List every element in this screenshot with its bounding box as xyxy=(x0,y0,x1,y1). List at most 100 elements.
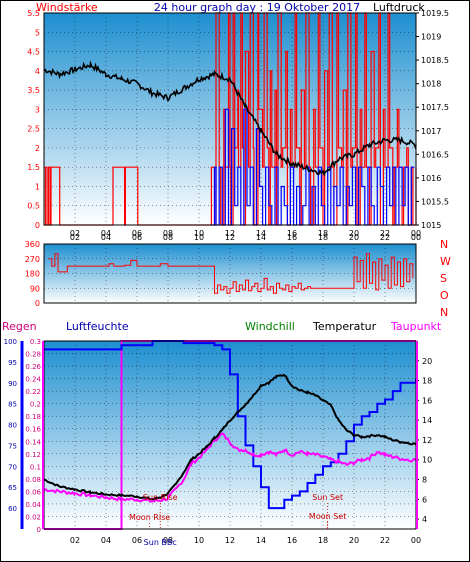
wind-tick-label: 3 xyxy=(35,105,40,114)
wind-tick-label: 1.5 xyxy=(27,163,40,172)
rain-tick-label: 0.02 xyxy=(25,513,41,521)
x-tick-label: 16 xyxy=(287,233,297,242)
x-tick-label: 12 xyxy=(225,536,235,545)
wind-tick-label: 0 xyxy=(35,221,40,230)
x-tick-label: 16 xyxy=(287,536,297,545)
rain-tick-label: 0.08 xyxy=(25,476,41,484)
x-tick-label: 16 xyxy=(287,229,297,238)
rain-tick-label: 0.16 xyxy=(25,426,41,434)
humidity-temperature-panel: 02 04 06 08 10 12 14 16 18 20 22 00 0 0.02 0.04 0.06 0.… xyxy=(4,338,433,547)
pressure-tick-label: 1019.5 xyxy=(421,9,449,18)
wind-tick-label: 5 xyxy=(35,28,40,37)
x-tick-label: 20 xyxy=(349,229,359,238)
wind-pressure-plot-border xyxy=(43,12,417,226)
rain-tick-label: 0.18 xyxy=(25,413,41,421)
temperature-tick-label: 18 xyxy=(422,377,432,386)
x-tick-label: 04 xyxy=(101,536,111,545)
x-tick-label: 08 xyxy=(163,536,173,545)
compass-letter: W xyxy=(440,255,451,268)
x-tick-label: 02 xyxy=(70,536,80,545)
x-tick-label: 10 xyxy=(194,233,204,242)
x-tick-label: 06 xyxy=(132,536,142,545)
x-tick-label: 20 xyxy=(349,536,359,545)
x-tick-label: 04 xyxy=(101,233,111,242)
x-tick-label: 22 xyxy=(380,229,390,238)
wind-tick-label: 0.5 xyxy=(27,202,40,211)
pressure-tick-label: 1015 xyxy=(421,221,441,230)
header-right-label: Luftdruck xyxy=(373,1,425,14)
rain-tick-label: 0 xyxy=(37,526,41,534)
x-tick-label: 06 xyxy=(132,233,142,242)
temperature-tick-label: 16 xyxy=(422,396,432,405)
regen-label: Regen xyxy=(2,320,37,333)
rain-tick-label: 0.22 xyxy=(25,388,41,396)
pressure-tick-label: 1019 xyxy=(421,33,441,42)
pressure-tick-label: 1016.5 xyxy=(421,150,449,159)
header-title: 24 hour graph day : 19 Oktober 2017 xyxy=(154,1,360,14)
windchill-label: Windchill xyxy=(245,320,295,333)
compass-letter: O xyxy=(440,289,449,302)
luftfeuchte-label: Luftfeuchte xyxy=(66,320,129,333)
x-tick-label: 02 xyxy=(70,233,80,242)
header-left-label: Windstärke xyxy=(36,1,98,14)
x-tick-label: 20 xyxy=(349,233,359,242)
wind-tick-label: 2.5 xyxy=(27,125,40,134)
humidity-tick-label: 100 xyxy=(4,338,17,346)
wind-tick-label: 1 xyxy=(35,182,40,191)
temperature-tick-label: 10 xyxy=(422,456,432,465)
temperatur-label: Temperatur xyxy=(312,320,377,333)
humidity-tick-label: 60 xyxy=(8,505,17,513)
taupunkt-label: Taupunkt xyxy=(390,320,442,333)
x-tick-label: 18 xyxy=(318,229,328,238)
direction-tick-label: 360 xyxy=(25,240,40,249)
pressure-tick-label: 1017.5 xyxy=(421,103,449,112)
rain-tick-label: 0.24 xyxy=(25,376,41,384)
direction-tick-label: 0 xyxy=(35,299,40,308)
x-tick-label: 12 xyxy=(225,229,235,238)
wind-pressure-panel: 02 04 06 08 10 12 14 16 18 20 22 00 0 0.5 1 1.5 2 2.5 3 3.… xyxy=(27,9,449,238)
temperature-tick-label: 14 xyxy=(422,416,432,425)
x-tick-label: 00 xyxy=(411,536,421,545)
pressure-tick-label: 1017 xyxy=(421,127,441,136)
x-tick-label: 08 xyxy=(163,229,173,238)
x-tick-label: 12 xyxy=(225,233,235,242)
wind-direction-series xyxy=(48,253,414,294)
sun-moon-annotation: Sun BBc xyxy=(144,538,177,547)
humidity-tick-label: 65 xyxy=(8,484,17,492)
wind-tick-label: 3.5 xyxy=(27,86,40,95)
wind-tick-label: 2 xyxy=(35,144,40,153)
temperature-tick-label: 6 xyxy=(422,495,427,504)
x-tick-label: 18 xyxy=(318,233,328,242)
sun-moon-annotation: Sun Rise xyxy=(143,493,178,502)
x-tick-label: 22 xyxy=(380,233,390,242)
humidity-tick-label: 95 xyxy=(8,359,17,367)
rain-tick-label: 0.28 xyxy=(25,351,41,359)
wind-tick-label: 4 xyxy=(35,67,40,76)
rain-tick-label: 0.26 xyxy=(25,363,41,371)
humidity-tick-label: 75 xyxy=(8,442,17,450)
pressure-series xyxy=(44,60,417,177)
rain-tick-label: 0.14 xyxy=(25,438,41,446)
x-tick-label: 06 xyxy=(132,229,142,238)
rain-tick-label: 0.12 xyxy=(25,451,41,459)
pressure-tick-label: 1016 xyxy=(421,174,441,183)
rain-tick-label: 0.1 xyxy=(30,463,41,471)
sun-moon-annotation: Sun Set xyxy=(312,493,343,502)
temperature-tick-label: 20 xyxy=(422,357,432,366)
compass-letter: N xyxy=(440,306,448,319)
rain-tick-label: 0.04 xyxy=(25,501,41,509)
direction-tick-label: 90 xyxy=(30,284,40,293)
x-tick-label: 04 xyxy=(101,229,111,238)
x-tick-label: 00 xyxy=(411,229,421,238)
rain-tick-label: 0.06 xyxy=(25,488,41,496)
humidity-tick-label: 80 xyxy=(8,422,17,430)
x-tick-label: 22 xyxy=(380,536,390,545)
temperature-tick-label: 4 xyxy=(422,515,427,524)
direction-tick-label: 270 xyxy=(25,255,40,264)
x-tick-label: 10 xyxy=(194,536,204,545)
humidity-tick-label: 70 xyxy=(8,463,17,471)
x-tick-label: 14 xyxy=(256,229,266,238)
dewpoint-series xyxy=(43,432,417,503)
